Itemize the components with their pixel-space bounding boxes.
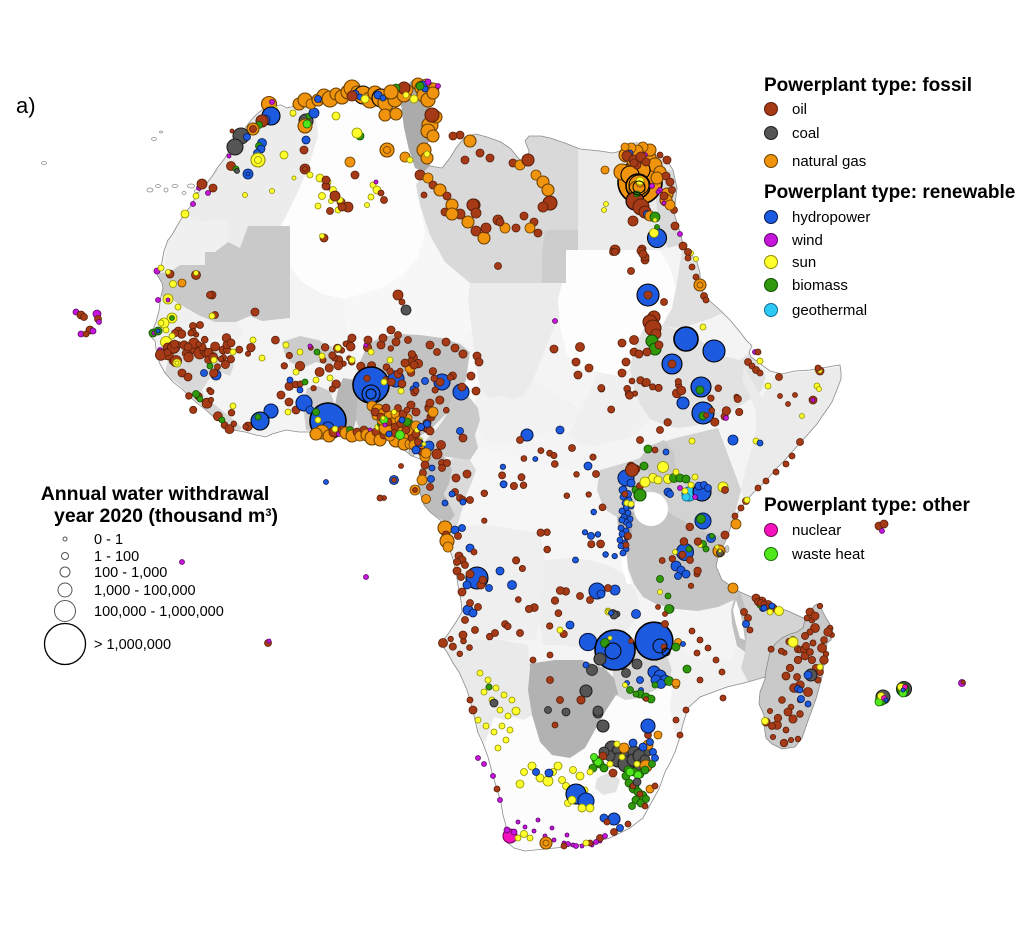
svg-text:nuclear: nuclear xyxy=(792,522,841,539)
svg-text:100 - 1,000: 100 - 1,000 xyxy=(94,565,167,581)
svg-text:1 - 100: 1 - 100 xyxy=(94,549,139,565)
svg-text:1,000 - 100,000: 1,000 - 100,000 xyxy=(94,583,196,599)
svg-text:hydropower: hydropower xyxy=(792,209,870,226)
svg-text:Powerplant type: renewable: Powerplant type: renewable xyxy=(764,182,1015,203)
svg-text:year 2020 (thousand m3): year 2020 (thousand m3) xyxy=(54,505,278,527)
svg-text:oil: oil xyxy=(792,101,807,118)
svg-text:natural gas: natural gas xyxy=(792,153,866,170)
svg-text:biomass: biomass xyxy=(792,277,848,294)
svg-text:Annual water withdrawal: Annual water withdrawal xyxy=(41,483,270,505)
svg-text:Powerplant type: other: Powerplant type: other xyxy=(764,495,970,516)
svg-text:100,000 - 1,000,000: 100,000 - 1,000,000 xyxy=(94,604,224,620)
svg-text:Powerplant type: fossil: Powerplant type: fossil xyxy=(764,75,972,96)
svg-text:coal: coal xyxy=(792,125,820,142)
svg-text:waste heat: waste heat xyxy=(791,546,865,563)
svg-text:0 - 1: 0 - 1 xyxy=(94,532,123,548)
svg-text:a): a) xyxy=(16,93,36,118)
svg-text:geothermal: geothermal xyxy=(792,302,867,319)
svg-text:sun: sun xyxy=(792,254,816,271)
svg-text:wind: wind xyxy=(791,232,823,249)
svg-text:> 1,000,000: > 1,000,000 xyxy=(94,637,171,653)
